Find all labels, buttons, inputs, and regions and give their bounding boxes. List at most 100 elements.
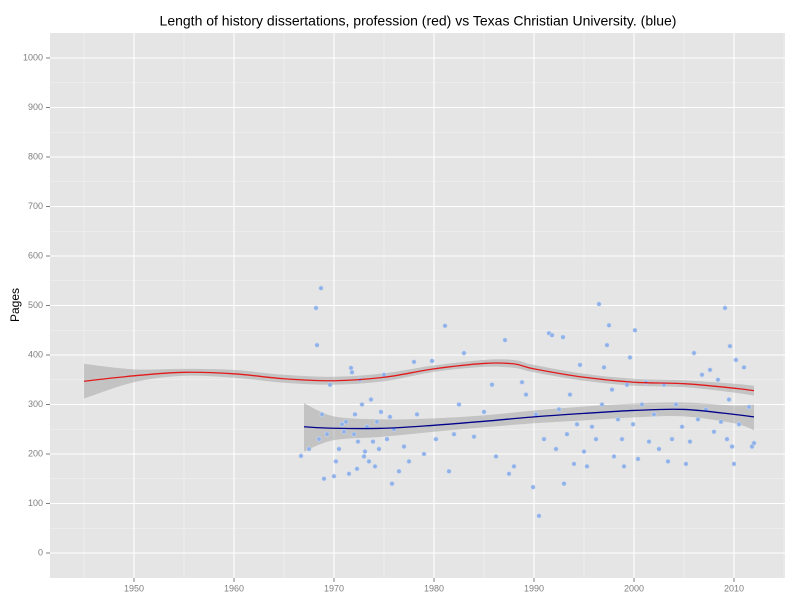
- data-point: [606, 322, 612, 328]
- data-point: [336, 446, 342, 452]
- data-point: [639, 402, 645, 408]
- data-point: [627, 354, 633, 360]
- data-point: [361, 453, 367, 459]
- data-point: [314, 342, 320, 348]
- data-point: [368, 397, 374, 403]
- data-point: [567, 392, 573, 398]
- data-point: [691, 350, 697, 356]
- data-point: [481, 409, 487, 415]
- data-point: [451, 431, 457, 437]
- confidence-band: [84, 359, 754, 399]
- x-tick-label: 2010: [724, 583, 744, 593]
- data-point: [456, 402, 462, 408]
- data-point: [352, 411, 358, 417]
- data-point: [414, 411, 420, 417]
- y-axis-label: Pages: [8, 288, 22, 322]
- data-point: [396, 468, 402, 474]
- data-point: [673, 402, 679, 408]
- x-tick-label: 1980: [424, 583, 444, 593]
- data-point: [387, 414, 393, 420]
- data-point: [421, 451, 427, 457]
- data-point: [683, 461, 689, 467]
- grid: [50, 33, 785, 578]
- data-point: [313, 305, 319, 311]
- data-point: [556, 406, 562, 412]
- data-point: [461, 350, 467, 356]
- y-tick-label: 200: [28, 448, 43, 458]
- data-point: [601, 364, 607, 370]
- data-point: [741, 364, 747, 370]
- data-point: [471, 434, 477, 440]
- data-point: [374, 419, 380, 425]
- data-point: [656, 446, 662, 452]
- y-tick-label: 100: [28, 498, 43, 508]
- data-point: [736, 421, 742, 427]
- data-point: [751, 440, 757, 446]
- data-point: [541, 436, 547, 442]
- trend-line: [303, 408, 755, 430]
- y-tick-label: 900: [28, 102, 43, 112]
- data-point: [584, 463, 590, 469]
- data-point: [549, 332, 555, 338]
- data-point: [646, 439, 652, 445]
- data-point: [729, 444, 735, 450]
- y-tick-label: 800: [28, 151, 43, 161]
- data-point: [411, 359, 417, 365]
- data-point: [533, 411, 539, 417]
- data-point: [695, 416, 701, 422]
- data-point: [433, 436, 439, 442]
- data-point: [561, 481, 567, 487]
- data-point: [699, 372, 705, 378]
- trend-line: [83, 362, 755, 392]
- x-tick-label: 1960: [224, 583, 244, 593]
- data-point: [715, 377, 721, 383]
- data-point: [574, 421, 580, 427]
- data-point: [406, 458, 412, 464]
- data-point: [687, 439, 693, 445]
- data-point: [341, 429, 347, 435]
- x-tick-label: 1950: [124, 583, 144, 593]
- y-tick-label: 1000: [23, 52, 43, 62]
- data-point: [442, 323, 448, 329]
- data-point: [560, 334, 566, 340]
- data-point: [351, 431, 357, 437]
- confidence-band: [304, 402, 754, 452]
- data-point: [707, 367, 713, 373]
- data-point: [624, 382, 630, 388]
- data-point: [321, 476, 327, 482]
- data-point: [389, 481, 395, 487]
- data-point: [523, 392, 529, 398]
- axes: 1950 1960 1970 1980 1990 2000 2010 0 100 200 300 40…: [23, 52, 744, 593]
- data-point: [327, 382, 333, 388]
- data-point: [331, 473, 337, 479]
- data-point: [679, 424, 685, 430]
- data-point: [630, 421, 636, 427]
- data-point: [381, 372, 387, 378]
- data-point: [343, 419, 349, 425]
- y-tick-label: 700: [28, 201, 43, 211]
- data-point: [359, 402, 365, 408]
- data-point: [349, 369, 355, 375]
- data-point: [665, 458, 671, 464]
- data-point: [376, 446, 382, 452]
- data-point: [348, 365, 354, 371]
- data-point: [604, 342, 610, 348]
- data-point: [370, 439, 376, 445]
- data-point: [316, 436, 322, 442]
- data-point: [731, 461, 737, 467]
- data-point: [378, 409, 384, 415]
- x-tick-label: 2000: [624, 583, 644, 593]
- data-point: [722, 305, 728, 311]
- data-point: [746, 404, 752, 410]
- data-point: [362, 449, 368, 455]
- data-point: [621, 463, 627, 469]
- data-point: [493, 453, 499, 459]
- data-point: [593, 436, 599, 442]
- data-point: [298, 453, 304, 459]
- data-point: [372, 463, 378, 469]
- y-tick-label: 0: [38, 547, 43, 557]
- data-point: [429, 358, 435, 364]
- data-point: [589, 424, 595, 430]
